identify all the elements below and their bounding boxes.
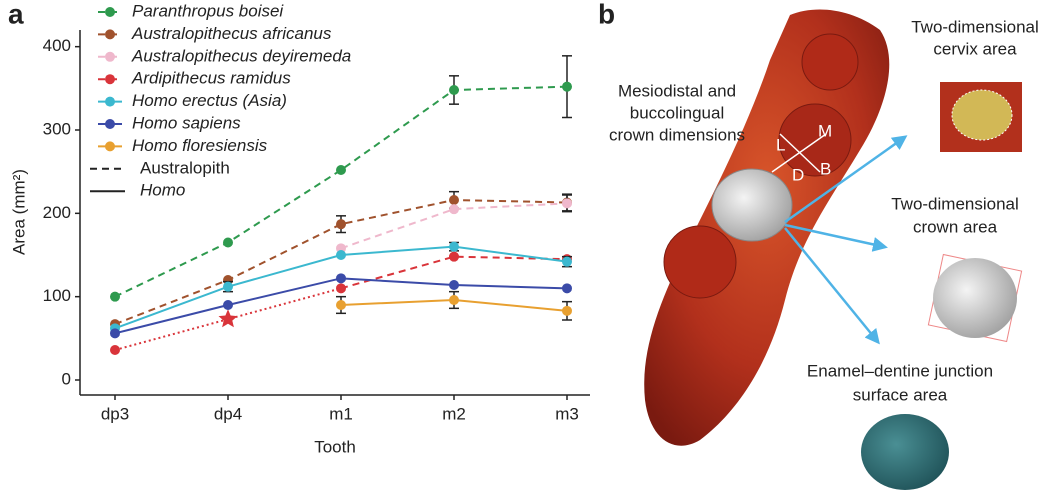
point xyxy=(562,81,572,92)
x-axis-label: Tooth xyxy=(314,437,356,456)
y-tick-label: 0 xyxy=(62,369,71,388)
annotation: Mesiodistal and xyxy=(618,81,736,100)
point xyxy=(336,165,346,175)
point-star xyxy=(218,309,238,328)
annotation: Two-dimensional xyxy=(911,17,1039,36)
point xyxy=(110,291,120,302)
x-tick-label: m3 xyxy=(555,404,579,423)
legend-label: Homo xyxy=(140,181,185,200)
legend-label: Paranthropus boisei xyxy=(132,1,284,20)
point xyxy=(449,85,459,95)
legend-label: Homo erectus (Asia) xyxy=(132,91,287,110)
crown-render xyxy=(933,258,1017,338)
annotation: crown area xyxy=(913,217,998,236)
point xyxy=(449,241,459,252)
point xyxy=(223,237,233,248)
panel-label: b xyxy=(598,0,615,29)
tooth-crown xyxy=(663,225,737,299)
point xyxy=(449,195,459,205)
legend-label: Australopithecus deyiremeda xyxy=(131,46,351,65)
axis-letter: D xyxy=(792,165,804,184)
point xyxy=(336,250,346,260)
point xyxy=(223,281,233,292)
point xyxy=(110,345,120,355)
arrow xyxy=(784,135,908,224)
legend-label: Australopithecus africanus xyxy=(131,24,332,43)
axis-letter: B xyxy=(820,159,831,178)
arrow xyxy=(784,227,880,345)
y-tick-label: 200 xyxy=(43,203,71,222)
x-tick-label: m1 xyxy=(329,404,353,423)
y-axis-label: Area (mm²) xyxy=(9,169,28,255)
point xyxy=(110,328,120,339)
point xyxy=(562,256,572,267)
annotation: buccolingual xyxy=(630,103,725,122)
y-tick-label: 400 xyxy=(43,36,71,55)
annotation: surface area xyxy=(853,385,948,404)
annotation: Enamel–dentine junction xyxy=(807,361,993,380)
x-tick-label: dp4 xyxy=(214,404,242,423)
x-tick-label: m2 xyxy=(442,404,466,423)
point xyxy=(336,273,346,284)
y-tick-label: 100 xyxy=(43,286,71,305)
legend-label: Homo sapiens xyxy=(132,113,241,132)
dimension-line xyxy=(779,133,821,173)
point xyxy=(562,283,572,294)
series-line xyxy=(340,255,568,290)
point xyxy=(336,283,346,294)
point xyxy=(449,280,459,290)
panel-label: a xyxy=(8,0,24,29)
tooth-crown xyxy=(778,103,852,177)
point xyxy=(223,300,233,310)
point xyxy=(449,295,459,305)
edj-render xyxy=(861,414,949,490)
point xyxy=(562,198,572,209)
point xyxy=(562,305,572,316)
annotation: cervix area xyxy=(933,39,1017,58)
x-tick-label: dp3 xyxy=(101,404,129,423)
chart: 0 100 200 300 400 dp3 dp4 m1 m2 m3 Tooth Area (mm²)… xyxy=(9,1,590,456)
point xyxy=(336,219,346,230)
series-line xyxy=(114,198,568,326)
series-line xyxy=(340,202,568,250)
point xyxy=(449,204,459,215)
series-line xyxy=(114,85,568,298)
legend-label: Homo floresiensis xyxy=(132,136,268,155)
tooth-crown xyxy=(801,33,859,91)
legend-label: Australopith xyxy=(140,158,230,177)
point xyxy=(449,251,459,262)
axis-letter: M xyxy=(818,121,832,140)
legend-label: Ardipithecus ramidus xyxy=(131,69,291,88)
y-tick-label: 300 xyxy=(43,119,71,138)
point xyxy=(336,300,346,310)
cervix-area xyxy=(951,89,1013,141)
axis-letter: L xyxy=(776,135,785,154)
highlighted-tooth xyxy=(711,168,793,242)
series-line xyxy=(114,287,342,351)
annotation: crown dimensions xyxy=(609,125,745,144)
annotation: Two-dimensional xyxy=(891,194,1019,213)
arrow xyxy=(784,223,888,252)
